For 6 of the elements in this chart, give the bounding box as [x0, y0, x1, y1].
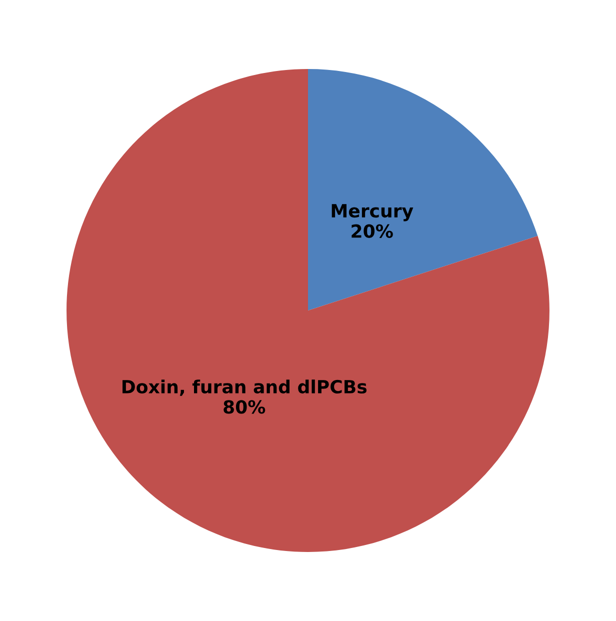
slice-label: Doxin, furan and dlPCBs: [122, 380, 367, 396]
slice-label: Mercury: [332, 204, 414, 222]
pie-slice: [66, 69, 550, 552]
pie-slice: [308, 69, 538, 310]
data-label: 80%: [224, 400, 266, 414]
data-label: 20%: [352, 224, 393, 238]
